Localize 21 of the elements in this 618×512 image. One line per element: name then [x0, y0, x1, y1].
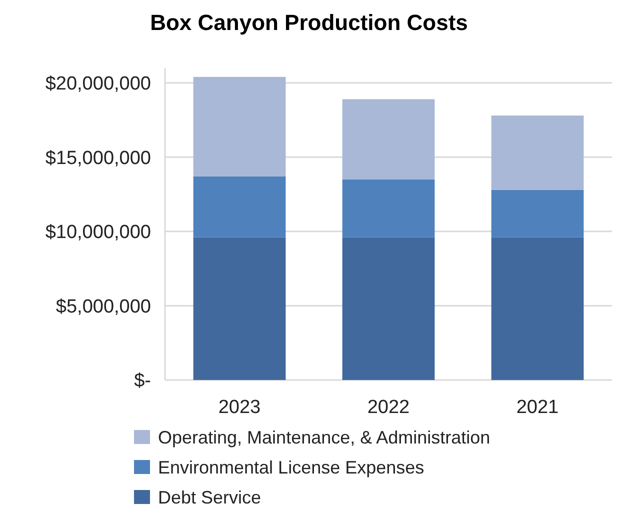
- bar: [491, 190, 584, 238]
- y-tick-label: $5,000,000: [56, 296, 151, 318]
- x-tick-label: 2023: [218, 397, 261, 418]
- y-tick-label: $20,000,000: [45, 74, 151, 95]
- bar: [193, 176, 286, 238]
- bar: [342, 99, 435, 180]
- chart-title: Box Canyon Production Costs: [150, 10, 468, 35]
- legend-label: Environmental License Expenses: [158, 457, 424, 478]
- bar: [491, 237, 584, 380]
- legend-label: Debt Service: [158, 487, 262, 508]
- x-tick-label: 2022: [367, 397, 410, 418]
- x-tick-label: 2021: [516, 397, 559, 418]
- bar: [342, 237, 435, 380]
- bar: [342, 179, 435, 238]
- bar: [193, 76, 286, 176]
- y-tick-label: $15,000,000: [45, 148, 151, 169]
- bar: [193, 237, 286, 380]
- y-tick-label: $-: [134, 370, 151, 392]
- bar: [491, 116, 584, 190]
- legend-label: Operating, Maintenance, & Administration: [158, 427, 490, 448]
- y-tick-label: $10,000,000: [45, 222, 151, 244]
